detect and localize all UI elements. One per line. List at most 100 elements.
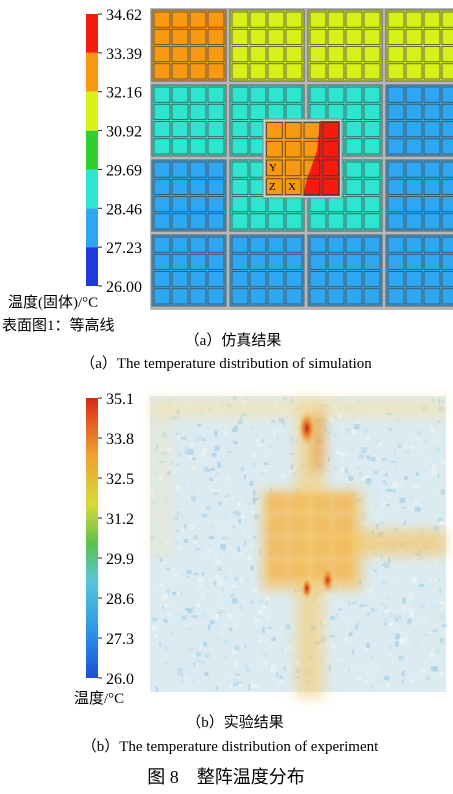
sim-colorbar-band (86, 169, 98, 209)
exp-noise-speck (386, 596, 390, 600)
exp-noise-speck (363, 605, 368, 608)
exp-noise-speck (202, 448, 208, 452)
exp-warm-cell (312, 560, 330, 578)
exp-noise-speck (263, 653, 269, 657)
exp-noise-speck (211, 525, 216, 528)
exp-noise-speck (180, 514, 184, 518)
exp-noise-speck (246, 555, 252, 560)
sim-center-cell (284, 122, 302, 139)
exp-noise-speck (208, 535, 215, 540)
exp-colorbar-tick-label: 35.1 (106, 391, 134, 408)
exp-noise-speck (191, 466, 196, 471)
exp-noise-speck (175, 485, 180, 490)
sim-cell (309, 11, 327, 28)
exp-noise-speck (280, 474, 287, 479)
exp-colorbar-tick-label: 27.3 (106, 631, 134, 648)
exp-noise-speck (350, 464, 355, 469)
exp-noise-speck (287, 433, 290, 439)
exp-noise-speck (387, 622, 394, 627)
exp-noise-speck (398, 655, 404, 661)
sim-cell (249, 288, 267, 305)
sim-cell (327, 46, 345, 63)
sim-center-cell (284, 178, 302, 195)
exp-noise-speck (383, 562, 390, 569)
exp-noise-speck (264, 601, 268, 607)
exp-noise-speck (394, 641, 399, 647)
sim-cell (441, 46, 453, 63)
exp-noise-speck (290, 634, 294, 637)
exp-noise-speck (201, 637, 204, 641)
exp-noise-speck (381, 579, 387, 586)
exp-noise-speck (251, 643, 257, 648)
exp-noise-speck (346, 478, 349, 484)
exp-noise-speck (197, 658, 202, 663)
exp-noise-speck (438, 671, 445, 676)
sim-cell (153, 288, 171, 305)
exp-noise-speck (203, 644, 209, 648)
exp-noise-speck (175, 504, 180, 508)
exp-noise-speck (401, 670, 405, 676)
exp-noise-speck (163, 561, 167, 565)
exp-noise-speck (393, 614, 399, 619)
exp-noise-speck (178, 511, 182, 514)
exp-noise-speck (250, 565, 254, 571)
exp-noise-speck (288, 646, 293, 650)
exp-noise-speck (238, 518, 242, 524)
exp-noise-speck (426, 631, 431, 635)
exp-noise-speck (215, 623, 221, 627)
exp-noise-speck (372, 456, 376, 462)
sim-cell (207, 63, 225, 80)
exp-noise-speck (366, 669, 370, 675)
sim-cell (309, 288, 327, 305)
exp-noise-speck (429, 652, 434, 658)
sim-cell (345, 86, 363, 103)
exp-noise-speck (344, 638, 349, 642)
exp-noise-speck (265, 452, 270, 455)
exp-noise-speck (250, 666, 254, 669)
sim-cell (231, 196, 249, 213)
sim-cell (189, 236, 207, 253)
sim-cell (171, 271, 189, 288)
exp-heatmap (150, 396, 448, 698)
exp-noise-speck (249, 605, 254, 610)
exp-noise-speck (322, 488, 328, 491)
exp-noise-speck (356, 466, 360, 470)
sim-cell (231, 28, 249, 45)
sim-cell (285, 86, 303, 103)
sim-axis-y-label: Y (269, 162, 277, 174)
sim-cell (207, 28, 225, 45)
exp-noise-speck (272, 486, 278, 491)
exp-noise-speck (380, 553, 383, 559)
sim-cell (171, 138, 189, 155)
exp-noise-speck (243, 474, 247, 480)
exp-warm-cell (334, 516, 352, 534)
sim-cell (267, 11, 285, 28)
exp-noise-speck (179, 481, 185, 486)
sim-cell (207, 138, 225, 155)
exp-noise-speck (328, 423, 333, 428)
sim-center-cell (303, 122, 321, 139)
exp-noise-speck (277, 681, 284, 684)
exp-noise-speck (193, 652, 196, 657)
sim-cell (189, 288, 207, 305)
exp-noise-speck (177, 435, 180, 441)
sim-cell (405, 121, 423, 138)
exp-noise-speck (284, 648, 287, 653)
exp-noise-speck (425, 422, 429, 425)
exp-noise-speck (164, 592, 169, 599)
exp-noise-speck (261, 627, 266, 634)
exp-noise-speck (175, 431, 181, 435)
exp-noise-speck (382, 501, 387, 507)
exp-noise-speck (292, 466, 296, 470)
sim-cell (231, 161, 249, 178)
exp-noise-speck (398, 638, 405, 644)
exp-noise-speck (418, 578, 422, 583)
exp-noise-speck (325, 458, 330, 464)
exp-colorbar-tick-label: 31.2 (106, 511, 134, 528)
sim-cell (231, 63, 249, 80)
exp-noise-speck (234, 576, 239, 581)
exp-noise-speck (226, 475, 230, 481)
sim-cell (327, 288, 345, 305)
exp-noise-speck (251, 600, 254, 604)
sim-cell (231, 213, 249, 230)
